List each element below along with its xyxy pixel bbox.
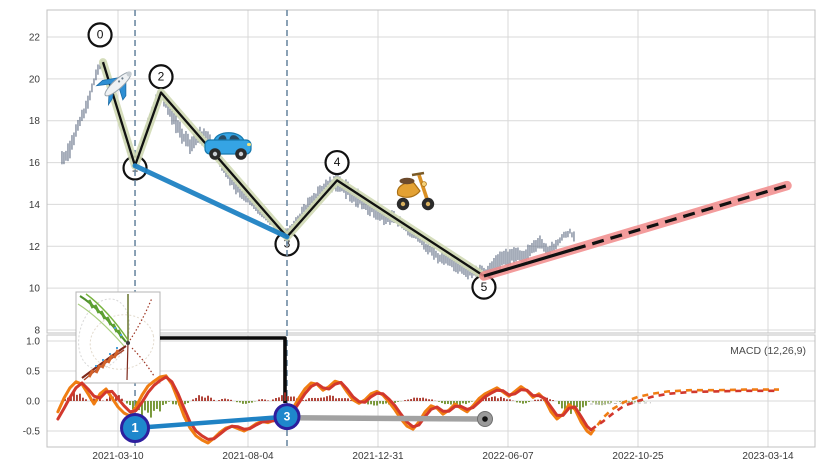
trendline-1-3: [132, 163, 290, 240]
macd-params-label: MACD (12,26,9): [730, 345, 806, 357]
forecast-channel: [479, 180, 792, 281]
y-tick-label: 14: [29, 200, 41, 211]
signal-line-forecast: [590, 389, 779, 431]
x-tick-label: 2022-06-07: [482, 451, 534, 462]
scooter-icon: [396, 171, 435, 211]
macd-histogram: [64, 390, 648, 418]
macd-wave-marker-label: 3: [284, 409, 291, 423]
x-tick-label: 2021-03-10: [92, 451, 144, 462]
gray-run-endpoint-dot: [482, 416, 488, 422]
main-panel-border: [46, 9, 816, 334]
wave-marker-label: 0: [97, 28, 104, 42]
wave-marker-circle: [87, 22, 113, 48]
wave-line: [101, 61, 485, 277]
y-tick-label: 1.0: [26, 337, 40, 348]
macd-line-forecast: [589, 388, 779, 435]
y-tick-label: 10: [29, 284, 41, 295]
macd-wave-marker-circle: [120, 413, 151, 443]
y-tick-label: 20: [29, 74, 41, 85]
x-tick-label: 2021-12-31: [352, 451, 404, 462]
macd-gray-run: [287, 411, 493, 427]
wave-marker-circle: [324, 149, 350, 176]
wave-marker-circle: [148, 64, 174, 90]
y-tick-label: 18: [29, 116, 41, 127]
trendline-1-3-line: [132, 163, 290, 240]
y-tick-label: 8: [34, 326, 40, 337]
inset-connector: [160, 336, 287, 403]
x-tick-label: 2022-10-25: [612, 451, 664, 462]
macd-wave-marker-circle: [273, 403, 301, 431]
macd-wave-marker-label: 1: [131, 420, 138, 435]
macd-lines: [56, 374, 779, 445]
macd-trendline-1-3: [132, 414, 290, 431]
hist-forecast-line: [589, 402, 652, 405]
wave-marker-label: 2: [158, 69, 165, 83]
x-tick-label: 2023-03-14: [742, 451, 794, 462]
elliott-wave-path: [99, 58, 488, 280]
y-tick-label: 0.0: [26, 397, 40, 408]
panel-borders: [46, 9, 816, 448]
wave-marker-label: 5: [481, 280, 488, 294]
signal-line: [56, 375, 593, 441]
macd-trendline-1-3-line: [132, 414, 290, 431]
inset-pattern-image: [75, 291, 161, 384]
macd-wave-markers: 13: [120, 403, 301, 443]
y-tick-label: 16: [29, 158, 41, 169]
y-tick-label: 0.5: [26, 367, 40, 378]
y-tick-label: 22: [29, 33, 41, 44]
x-tick-label: 2021-08-04: [222, 451, 274, 462]
airplane-icon: [95, 71, 132, 107]
y-tick-label: 12: [29, 242, 41, 253]
forecast-solid: [483, 247, 575, 278]
car-icon: [204, 132, 252, 160]
y-tick-label: -0.5: [23, 427, 41, 438]
wave-marker-label: 4: [334, 155, 341, 169]
macd-panel-border: [46, 334, 816, 448]
gray-run-line: [287, 415, 485, 422]
